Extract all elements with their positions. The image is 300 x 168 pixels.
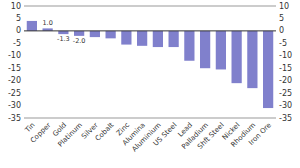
y-tick-label: 0: [16, 26, 21, 35]
y-tick-label: -15: [8, 64, 21, 73]
bar: [263, 31, 273, 108]
y2-tick-label: 10: [279, 2, 289, 11]
x-tick-label: Cobalt: [94, 121, 116, 143]
x-tick-label: Copper: [29, 121, 53, 145]
bar: [169, 31, 179, 47]
bars: [27, 21, 273, 108]
y-tick-label: 10: [11, 2, 21, 11]
bar: [137, 31, 147, 46]
y2-tick-label: -15: [279, 64, 292, 73]
annotation: -2.0: [73, 37, 86, 45]
y2-tick-label: -30: [279, 101, 292, 110]
bar: [90, 31, 100, 37]
bar: [106, 31, 116, 38]
chart: -35 -30 -25 -20 -15 -10 -5 0 5 10 -35 -30 -25 -20 -15 -…: [0, 0, 300, 168]
y-tick-label: -10: [8, 51, 21, 60]
y2-tick-label: -5: [279, 39, 287, 48]
bar: [121, 31, 131, 45]
y2-tick-label: -25: [279, 89, 292, 98]
bar: [200, 31, 210, 68]
bar: [247, 31, 257, 88]
y-tick-label: -35: [8, 114, 21, 123]
y-tick-label: -25: [8, 89, 21, 98]
y-tick-label: 5: [16, 14, 21, 23]
y2-tick-label: 0: [279, 26, 284, 35]
y2-tick-label: 5: [279, 14, 284, 23]
y-tick-label: -30: [8, 101, 21, 110]
annotation: -1.3: [57, 35, 70, 43]
x-tick-label: US Steel: [152, 121, 179, 148]
y-tick-label: -20: [8, 76, 21, 85]
bar: [232, 31, 242, 83]
y2-tick-label: -35: [279, 114, 292, 123]
bar: [74, 31, 84, 36]
frame-bottom: [24, 118, 276, 119]
annotation: 1.0: [42, 19, 52, 27]
frame-top: [24, 6, 276, 7]
y2-tick-label: -10: [279, 51, 292, 60]
bar: [27, 21, 37, 31]
zero-line: [24, 30, 276, 31]
x-tick-label: Iron Ore: [247, 121, 273, 147]
y-tick-label: -5: [13, 39, 21, 48]
bar: [184, 31, 194, 61]
y2-tick-label: -20: [279, 76, 292, 85]
bar: [216, 31, 226, 70]
bar: [153, 31, 163, 47]
